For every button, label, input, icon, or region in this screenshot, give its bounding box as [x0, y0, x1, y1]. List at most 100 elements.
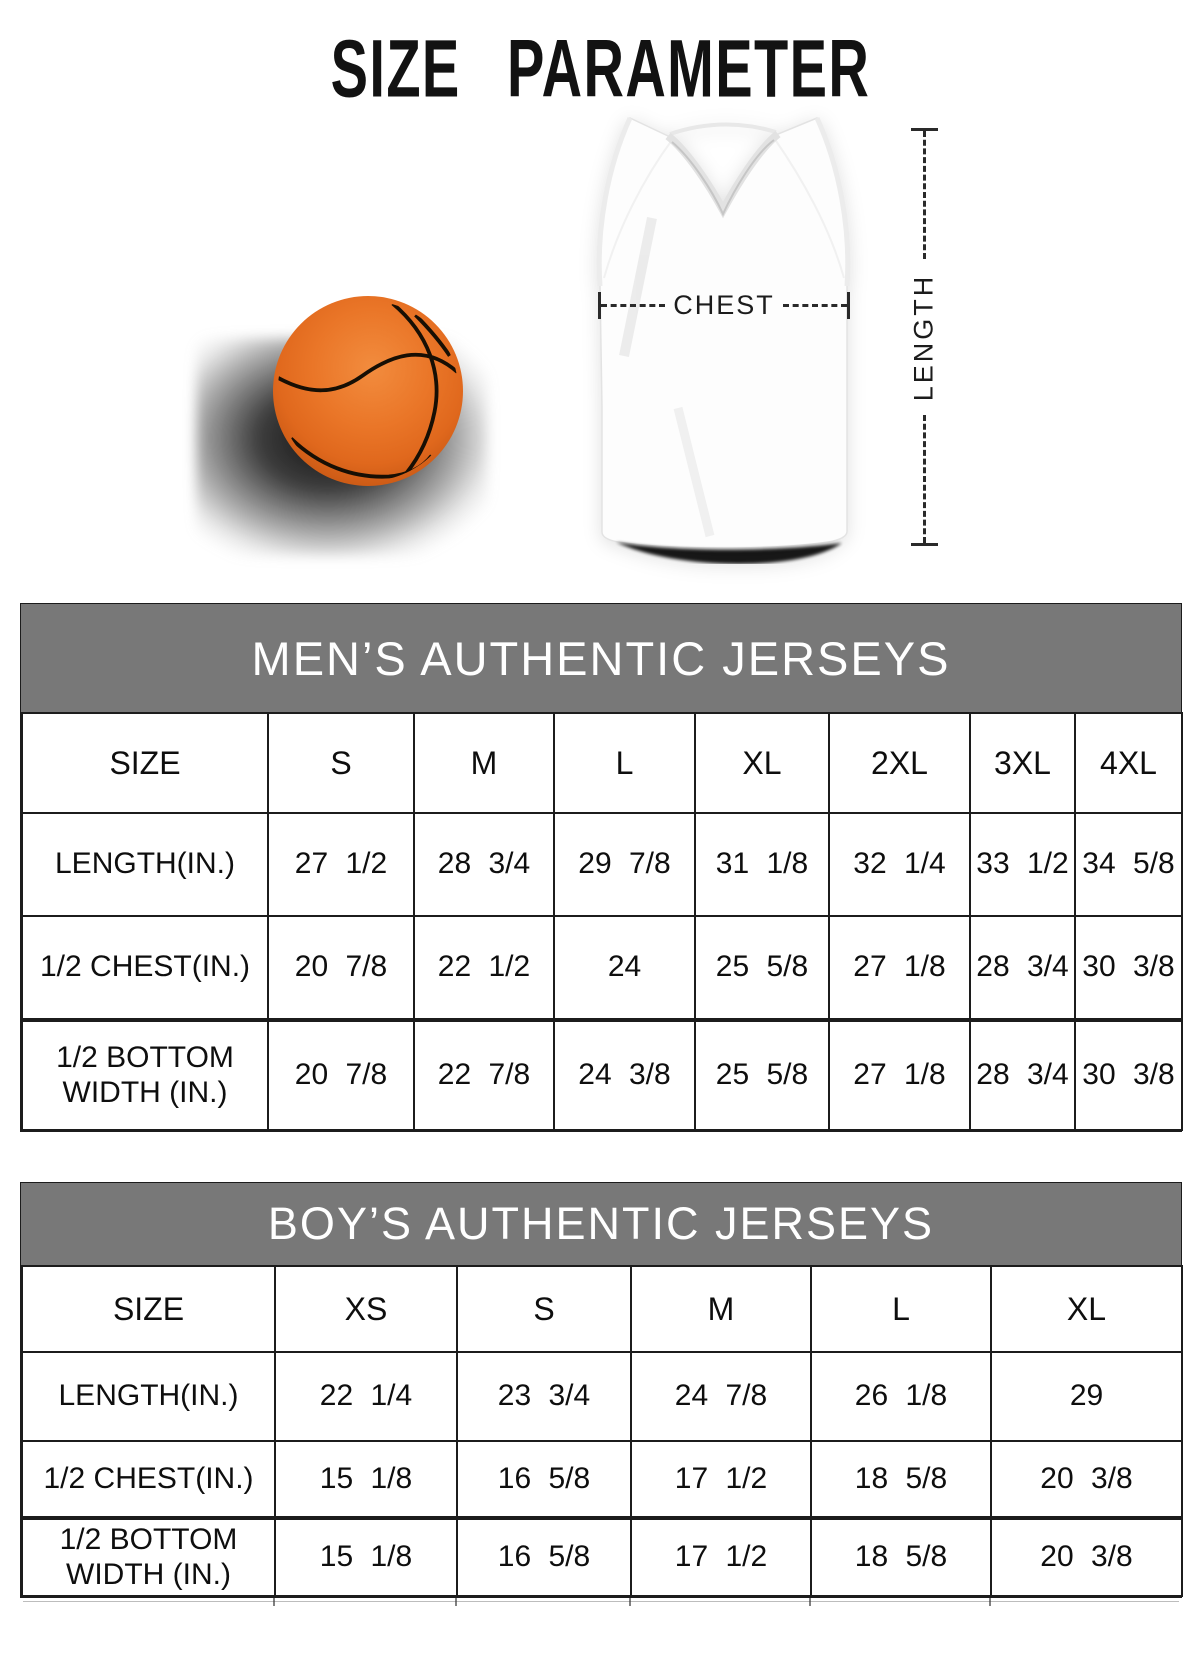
value-cell: 20 7/8: [267, 1018, 415, 1131]
value-cell: 15 1/8: [274, 1516, 458, 1597]
jersey-body: [598, 116, 849, 549]
value-cell: 29: [990, 1351, 1183, 1442]
jersey-right-seam: [773, 137, 845, 279]
jersey-creases: [619, 217, 715, 538]
chest-right-tick: [847, 291, 851, 319]
jersey-left-armhole: [596, 116, 633, 287]
value-cell: 15 1/8: [274, 1440, 458, 1519]
boys-header-row: SIZE XS S M L XL: [21, 1265, 1183, 1353]
length-measurement-line: LENGTH: [908, 128, 940, 546]
page-title: SIZE PARAMETER: [330, 23, 870, 114]
column-header: XL: [990, 1265, 1183, 1353]
value-cell: 28 3/4: [969, 1018, 1076, 1131]
basketball-image: [273, 296, 463, 486]
row-label-cell: LENGTH(IN.): [21, 812, 269, 917]
value-cell: 17 1/2: [630, 1440, 812, 1519]
value-cell: 18 5/8: [810, 1516, 992, 1597]
mens-table-title: MEN’S AUTHENTIC JERSEYS: [21, 604, 1181, 712]
boys-bottom-width-row: 1/2 BOTTOM WIDTH (IN.) 15 1/8 16 5/8 17 …: [21, 1516, 1183, 1597]
mens-size-table: MEN’S AUTHENTIC JERSEYS SIZE S M L XL 2X…: [20, 603, 1183, 1132]
value-cell: 20 7/8: [267, 915, 415, 1021]
chest-label: CHEST: [673, 289, 775, 320]
boys-size-table: BOY’S AUTHENTIC JERSEYS SIZE XS S M L XL…: [20, 1182, 1183, 1606]
table-cut-mark: [629, 1598, 631, 1606]
length-label-box: LENGTH: [860, 259, 988, 415]
chest-dash-right: [782, 303, 848, 307]
value-cell: 25 5/8: [694, 915, 830, 1021]
value-cell: 28 3/4: [969, 915, 1076, 1021]
column-header: XL: [694, 712, 830, 814]
boys-chest-row: 1/2 CHEST(IN.) 15 1/8 16 5/8 17 1/2 18 5…: [21, 1440, 1183, 1519]
basketball-seams-icon: [277, 302, 459, 479]
value-cell: 28 3/4: [413, 812, 555, 917]
row-label-cell: 1/2 BOTTOM WIDTH (IN.): [21, 1018, 269, 1131]
value-cell: 30 3/8: [1074, 1018, 1183, 1131]
table-bottom-shadow: [23, 1601, 1179, 1602]
column-header: S: [267, 712, 415, 814]
value-cell: 18 5/8: [810, 1440, 992, 1519]
page-title-wrap: SIZE PARAMETER: [0, 22, 1200, 114]
value-cell: 20 3/8: [990, 1440, 1183, 1519]
boys-length-row: LENGTH(IN.) 22 1/4 23 3/4 24 7/8 26 1/8 …: [21, 1351, 1183, 1442]
mens-bottom-width-row: 1/2 BOTTOM WIDTH (IN.) 20 7/8 22 7/8 24 …: [21, 1018, 1183, 1131]
value-cell: 34 5/8: [1074, 812, 1183, 917]
size-diagram: CHEST LENGTH: [0, 100, 1200, 580]
length-bottom-tick: [910, 543, 938, 546]
mens-chest-row: 1/2 CHEST(IN.) 20 7/8 22 1/2 24 25 5/8 2…: [21, 915, 1183, 1021]
row-label-cell: 1/2 CHEST(IN.): [21, 915, 269, 1021]
table-cut-mark: [989, 1598, 991, 1606]
column-header: 4XL: [1074, 712, 1183, 814]
value-cell: 23 3/4: [456, 1351, 632, 1442]
row-label-cell: 1/2 BOTTOM WIDTH (IN.): [21, 1516, 276, 1597]
row-label-cell: LENGTH(IN.): [21, 1351, 276, 1442]
value-cell: 17 1/2: [630, 1516, 812, 1597]
row-label-cell: 1/2 CHEST(IN.): [21, 1440, 276, 1519]
table-cut-mark: [809, 1598, 811, 1606]
value-cell: 26 1/8: [810, 1351, 992, 1442]
column-header: 3XL: [969, 712, 1076, 814]
value-cell: 22 1/4: [274, 1351, 458, 1442]
column-header: M: [413, 712, 555, 814]
value-cell: 27 1/2: [267, 812, 415, 917]
value-cell: 16 5/8: [456, 1440, 632, 1519]
column-header: M: [630, 1265, 812, 1353]
boys-size-grid: SIZE XS S M L XL LENGTH(IN.) 22 1/4 23 3…: [21, 1265, 1183, 1597]
jersey-left-seam: [603, 139, 673, 279]
value-cell: 27 1/8: [828, 915, 971, 1021]
value-cell: 24 3/8: [553, 1018, 696, 1131]
value-cell: 33 1/2: [969, 812, 1076, 917]
jersey-hem-shadow: [616, 542, 842, 564]
table-cut-mark: [455, 1598, 457, 1606]
length-top-tick: [910, 128, 938, 131]
jersey-image: [596, 116, 851, 564]
mens-header-row: SIZE S M L XL 2XL 3XL 4XL: [21, 712, 1183, 814]
value-cell: 24: [553, 915, 696, 1021]
value-cell: 27 1/8: [828, 1018, 971, 1131]
jersey-collar-line: [671, 139, 775, 217]
chest-measurement-line: CHEST: [598, 289, 851, 320]
value-cell: 25 5/8: [694, 1018, 830, 1131]
column-header: L: [810, 1265, 992, 1353]
value-cell: 20 3/8: [990, 1516, 1183, 1597]
value-cell: 24 7/8: [630, 1351, 812, 1442]
length-dash-bottom: [922, 415, 926, 543]
value-cell: 22 7/8: [413, 1018, 555, 1131]
jersey-back-collar: [669, 122, 777, 136]
length-label: LENGTH: [908, 273, 939, 401]
value-cell: 22 1/2: [413, 915, 555, 1021]
column-header: S: [456, 1265, 632, 1353]
length-dash-top: [922, 131, 926, 259]
value-cell: 32 1/4: [828, 812, 971, 917]
chest-left-tick: [598, 291, 601, 319]
column-header: SIZE: [21, 712, 269, 814]
mens-size-grid: SIZE S M L XL 2XL 3XL 4XL LENGTH(IN.) 27…: [21, 712, 1183, 1131]
column-header: XS: [274, 1265, 458, 1353]
boys-table-title: BOY’S AUTHENTIC JERSEYS: [21, 1183, 1181, 1265]
table-cut-mark: [273, 1598, 275, 1606]
column-header: 2XL: [828, 712, 971, 814]
value-cell: 29 7/8: [553, 812, 696, 917]
column-header: SIZE: [21, 1265, 276, 1353]
chest-dash-left: [601, 303, 666, 307]
value-cell: 31 1/8: [694, 812, 830, 917]
value-cell: 30 3/8: [1074, 915, 1183, 1021]
